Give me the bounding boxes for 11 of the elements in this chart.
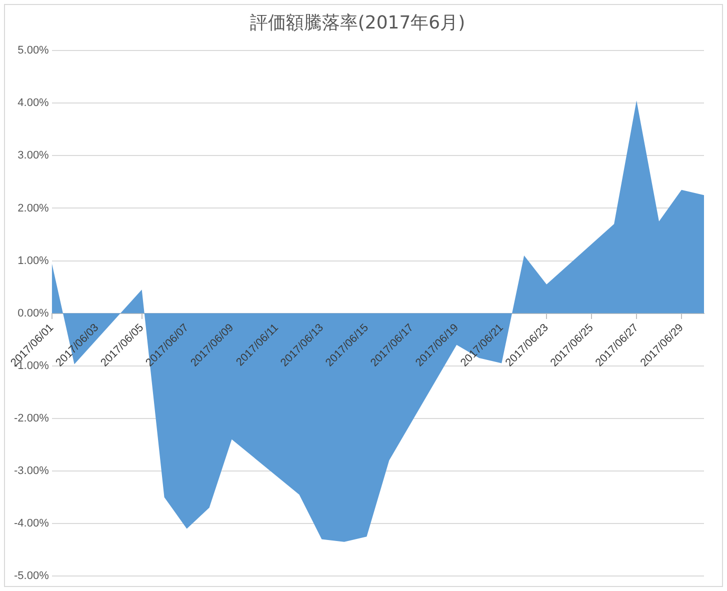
chart-title: 評価額騰落率(2017年6月) [250,12,466,34]
y-tick-label: -2.00% [14,412,50,424]
y-tick-label: -3.00% [14,464,50,477]
y-tick-label: 0.00% [18,307,50,320]
y-tick-label: 5.00% [18,44,50,57]
y-tick-label: 3.00% [18,150,50,162]
y-tick-label: -5.00% [14,570,50,582]
y-tick-label: -4.00% [14,517,50,530]
y-tick-label: 2.00% [18,202,50,214]
y-tick-label: 4.00% [18,97,50,110]
y-tick-label: 1.00% [18,254,50,267]
